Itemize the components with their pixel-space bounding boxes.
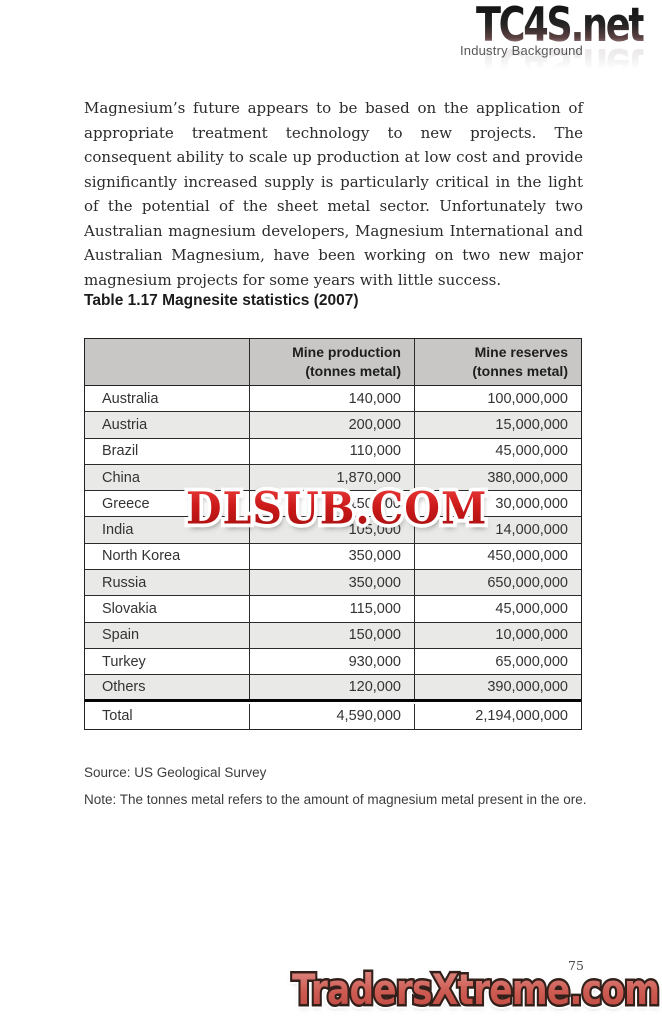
reserves-cell: 15,000,000 <box>414 412 581 438</box>
country-header-cell <box>85 339 249 385</box>
country-cell: Austria <box>102 416 148 433</box>
production-cell: 110,000 <box>249 438 414 464</box>
tc4s-logo-text: TC4S.net <box>476 0 646 53</box>
country-cell: Spain <box>102 627 140 644</box>
reserves-cell: 45,000,000 <box>414 596 581 622</box>
tradersxtreme-logo: TradersXtreme.com TradersXtreme.com Trad… <box>288 964 662 1015</box>
table-total-row: Total 4,590,000 2,194,000,000 <box>85 701 581 729</box>
table-row: Greece 150,000 30,000,000 <box>85 491 581 518</box>
table-row: North Korea 350,000 450,000,000 <box>85 543 581 571</box>
country-cell: Russia <box>102 574 147 591</box>
table-row: India 105,000 14,000,000 <box>85 517 581 544</box>
table-row: Austria 200,000 15,000,000 <box>85 412 581 439</box>
production-header-line1: Mine production <box>292 344 401 360</box>
production-cell: 140,000 <box>249 386 414 412</box>
table-row: Turkey 930,000 65,000,000 <box>85 648 581 676</box>
table-row: Australia 140,000 100,000,000 <box>85 386 581 413</box>
table-header-row: Mine production (tonnes metal) Mine rese… <box>85 339 581 386</box>
table-row: Spain 150,000 10,000,000 <box>85 622 581 649</box>
reserves-cell: 450,000,000 <box>414 543 581 570</box>
production-cell: 350,000 <box>249 570 414 596</box>
reserves-cell: 380,000,000 <box>414 464 581 491</box>
production-cell: 105,000 <box>249 517 414 543</box>
country-cell: Greece <box>102 495 150 512</box>
production-cell: 115,000 <box>249 596 414 622</box>
reserves-header-cell: Mine reserves (tonnes metal) <box>414 339 581 385</box>
total-reserves-cell: 2,194,000,000 <box>414 703 581 729</box>
tradersxtreme-logo-text: TradersXtreme.com <box>292 965 660 1014</box>
reserves-cell: 14,000,000 <box>414 517 581 543</box>
reserves-cell: 30,000,000 <box>414 491 581 517</box>
country-cell: India <box>102 522 134 539</box>
production-cell: 930,000 <box>249 648 414 675</box>
page-number: 75 <box>568 958 584 973</box>
tradersxtreme-logo-outline: TradersXtreme.com <box>290 966 662 1013</box>
production-cell: 120,000 <box>249 675 414 699</box>
ore-note: Note: The tonnes metal refers to the amo… <box>84 792 587 807</box>
production-cell: 150,000 <box>249 622 414 648</box>
production-cell: 150,000 <box>249 491 414 517</box>
production-cell: 1,870,000 <box>249 464 414 491</box>
reserves-header-line2: (tonnes metal) <box>472 363 568 379</box>
dlsub-watermark: DLSUB.COM DLSUB.COM <box>182 483 489 535</box>
tradersxtreme-logo-glow: TradersXtreme.com <box>288 964 662 1015</box>
section-label: Industry Background <box>459 43 583 58</box>
country-cell: North Korea <box>102 548 181 565</box>
production-cell: 350,000 <box>249 543 414 570</box>
body-paragraph: Magnesium’s future appears to be based o… <box>84 99 583 289</box>
country-cell: Australia <box>102 390 159 407</box>
table-row: China 1,870,000 380,000,000 <box>85 464 581 492</box>
production-header-cell: Mine production (tonnes metal) <box>249 339 414 385</box>
table-title: Table 1.17 Magnesite statistics (2007) <box>84 292 359 309</box>
source-note: Source: US Geological Survey <box>84 765 267 780</box>
country-cell: Slovakia <box>102 601 157 618</box>
tc4s-logo: TC4S.net TC4S.net <box>476 0 646 92</box>
country-cell: Others <box>102 678 146 695</box>
table-row: Others 120,000 390,000,000 <box>85 675 581 702</box>
country-cell: Turkey <box>102 653 146 670</box>
country-cell: China <box>102 469 140 486</box>
production-header-line2: (tonnes metal) <box>305 363 401 379</box>
reserves-cell: 390,000,000 <box>414 675 581 699</box>
dlsub-watermark-text: DLSUB.COM <box>186 482 488 535</box>
table-row: Russia 350,000 650,000,000 <box>85 570 581 597</box>
total-label-cell: Total <box>102 708 133 725</box>
reserves-cell: 650,000,000 <box>414 570 581 596</box>
reserves-cell: 100,000,000 <box>414 386 581 412</box>
reserves-cell: 10,000,000 <box>414 622 581 648</box>
country-cell: Brazil <box>102 443 139 460</box>
total-production-cell: 4,590,000 <box>249 703 414 729</box>
reserves-cell: 65,000,000 <box>414 648 581 675</box>
reserves-header-line1: Mine reserves <box>474 344 568 360</box>
reserves-cell: 45,000,000 <box>414 438 581 464</box>
table-row: Slovakia 115,000 45,000,000 <box>85 596 581 623</box>
table-row: Brazil 110,000 45,000,000 <box>85 438 581 465</box>
dlsub-watermark-outline: DLSUB.COM <box>182 483 489 535</box>
magnesite-table: Mine production (tonnes metal) Mine rese… <box>84 338 582 730</box>
production-cell: 200,000 <box>249 412 414 438</box>
